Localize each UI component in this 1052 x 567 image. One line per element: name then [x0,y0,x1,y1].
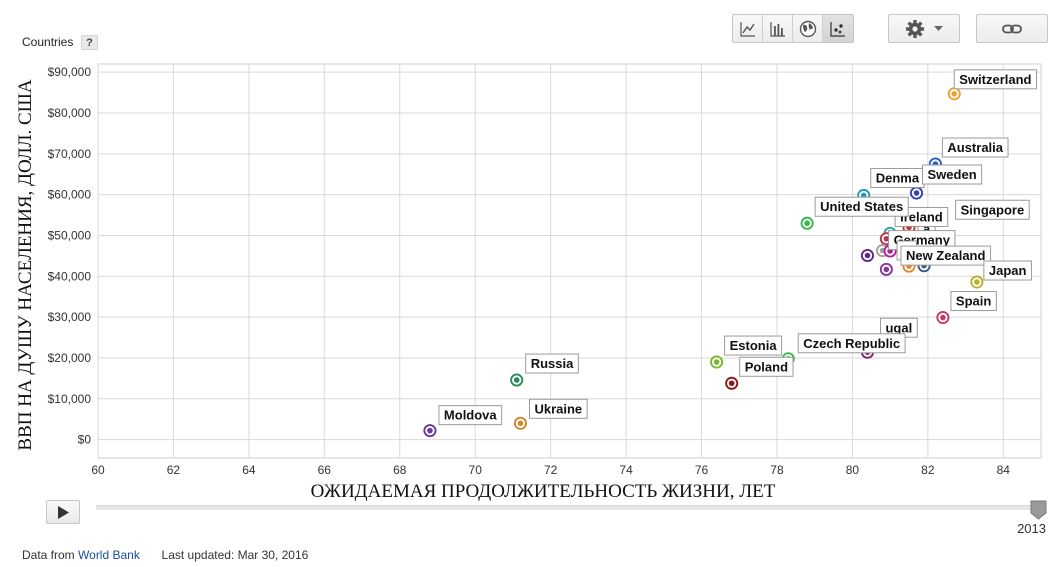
point-label: Moldova [438,405,503,426]
bar-chart-view-button[interactable] [763,15,793,42]
x-tick-label: 80 [846,463,860,477]
countries-label[interactable]: Countries [22,35,74,49]
point-label: Singapore [955,199,1030,220]
x-tick-label: 70 [469,463,483,477]
y-tick-label: $40,000 [48,269,92,283]
line-chart-view-button[interactable] [733,15,763,42]
point-label: Denma [870,167,925,188]
data-point[interactable] [510,373,524,387]
svg-text:Singapore: Singapore [961,202,1025,217]
data-point[interactable] [423,424,437,438]
x-tick-label: 84 [997,463,1011,477]
play-button[interactable] [46,500,80,524]
point-label: Poland [739,356,794,377]
svg-text:Russia: Russia [531,356,574,371]
map-view-button[interactable] [793,15,823,42]
svg-text:Denma: Denma [876,170,920,185]
data-point[interactable] [936,310,950,325]
y-tick-label: $10,000 [48,392,92,406]
point-label: Australia [941,137,1009,158]
y-tick-label: $50,000 [48,228,92,242]
data-point[interactable] [710,355,724,369]
y-axis-title: ВВП НА ДУШУ НАСЕЛЕНИЯ, ДОЛЛ. США [15,79,36,451]
link-icon [1002,24,1022,33]
y-tick-label: $70,000 [48,147,92,161]
x-tick-label: 62 [167,463,181,477]
svg-text:Ukraine: Ukraine [534,401,582,416]
svg-text:a: a [923,221,931,236]
data-point[interactable] [947,87,961,101]
gear-icon [906,19,924,38]
help-button[interactable]: ? [81,35,98,50]
x-tick-label: 78 [770,463,784,477]
point-label: Sweden [922,164,983,185]
svg-text:United States: United States [820,199,903,214]
data-point[interactable] [800,216,814,230]
svg-text:Spain: Spain [956,294,991,309]
y-tick-label: $30,000 [48,310,92,324]
x-tick-label: 66 [318,463,332,477]
footer: Data from World Bank Last updated: Mar 3… [22,548,308,562]
x-axis-title: ОЖИДАЕМАЯ ПРОДОЛЖИТЕЛЬНОСТЬ ЖИЗНИ, ЛЕТ [311,481,776,502]
bar-chart-icon [769,21,785,37]
y-tick-label: $80,000 [48,106,92,120]
x-tick-label: 82 [921,463,935,477]
settings-button[interactable] [888,14,960,43]
x-tick-label: 64 [242,463,256,477]
y-tick-label: $60,000 [48,188,92,202]
year-label: 2013 [1017,521,1046,536]
point-label: Spain [950,291,997,312]
point-label: Czech Republic [797,333,906,354]
scatter-icon [830,21,845,37]
point-label: New Zealand [900,245,991,266]
source-link[interactable]: World Bank [78,548,140,562]
svg-text:Australia: Australia [947,140,1003,155]
data-point[interactable] [725,376,739,390]
play-icon [58,505,69,519]
globe-icon [799,20,816,37]
x-tick-label: 68 [393,463,407,477]
data-point[interactable] [513,416,528,430]
plot-area [97,63,1042,459]
data-point[interactable] [879,262,893,276]
bubble-chart-view-button[interactable] [823,15,853,42]
chevron-down-icon [934,25,943,31]
y-tick-label: $20,000 [48,351,92,365]
x-tick-label: 74 [619,463,633,477]
source-prefix: Data from [22,548,75,562]
svg-text:ugal: ugal [885,320,912,335]
link-button[interactable] [976,14,1048,43]
data-point[interactable] [860,248,875,263]
timeline-track[interactable] [96,505,1042,510]
x-tick-label: 72 [544,463,558,477]
y-tick-label: $90,000 [48,65,92,79]
data-point[interactable] [909,186,924,200]
line-chart-icon [739,21,755,37]
point-label: Estonia [724,335,783,356]
data-point[interactable] [970,275,984,289]
point-label: United States [814,196,909,217]
chart-type-selector [732,14,854,43]
point-label: Ukraine [528,398,588,419]
svg-text:Poland: Poland [745,359,788,374]
timeline-handle[interactable] [1030,500,1047,520]
point-label: Russia [525,353,579,374]
svg-text:Switzerland: Switzerland [959,72,1031,87]
svg-text:New Zealand: New Zealand [906,248,986,263]
svg-text:Czech Republic: Czech Republic [803,336,900,351]
x-tick-label: 76 [695,463,709,477]
point-label: Switzerland [953,69,1037,90]
svg-text:Ireland: Ireland [900,209,943,224]
svg-text:Estonia: Estonia [730,338,778,353]
bubble-chart: Switzerland Australia Denma Sweden Singapore… [15,63,1042,502]
svg-text:Sweden: Sweden [928,167,977,182]
svg-text:Moldova: Moldova [444,408,497,423]
y-tick-label: $0 [78,433,92,447]
last-updated: Last updated: Mar 30, 2016 [161,548,309,562]
svg-text:Japan: Japan [989,263,1027,278]
point-label: Japan [983,260,1032,281]
x-tick-label: 60 [91,463,105,477]
